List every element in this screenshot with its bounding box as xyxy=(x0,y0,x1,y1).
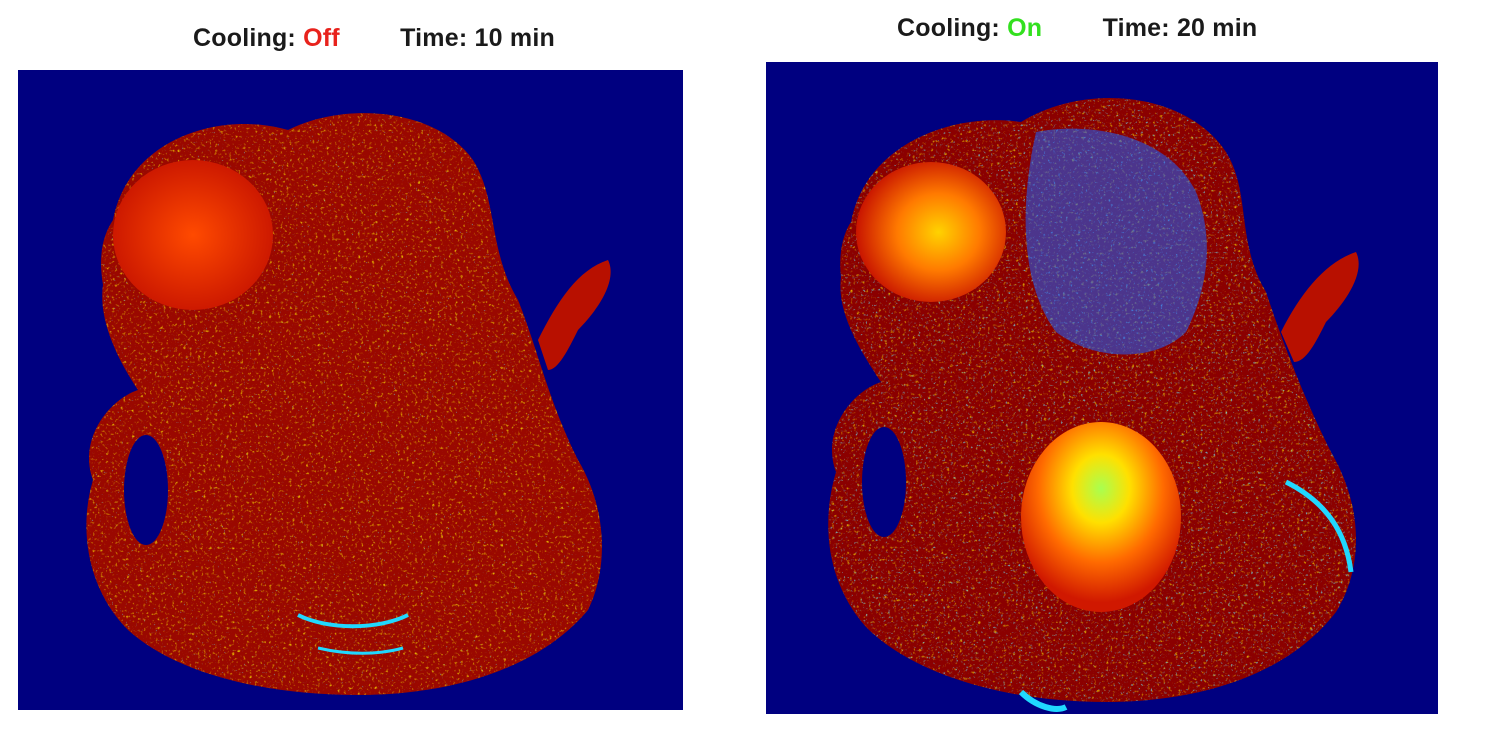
thermal-map-svg xyxy=(828,98,1359,712)
eye-region xyxy=(113,160,273,310)
ear-hole xyxy=(124,435,168,545)
cooling-label: Cooling: xyxy=(897,14,1000,42)
time-label: Time: xyxy=(1102,14,1170,42)
time-value: 10 min xyxy=(474,24,555,52)
eye-region xyxy=(856,162,1006,302)
head-region xyxy=(828,98,1359,712)
panel-title: Cooling: On Time: 20 min xyxy=(897,14,1257,43)
cooling-state: Off xyxy=(303,24,340,52)
brain-region xyxy=(1021,422,1181,612)
thermal-map-image xyxy=(18,70,683,710)
time-label: Time: xyxy=(400,24,468,52)
thermal-map-image xyxy=(766,62,1438,714)
thermal-map-svg xyxy=(86,113,611,695)
cooling-label: Cooling: xyxy=(193,24,296,52)
panel-title: Cooling: Off Time: 10 min xyxy=(193,24,555,53)
time-value: 20 min xyxy=(1176,14,1258,42)
cooled-region xyxy=(1025,128,1207,355)
head-region xyxy=(86,113,611,695)
cooling-state: On xyxy=(1007,14,1043,42)
ear-hole xyxy=(862,427,906,537)
